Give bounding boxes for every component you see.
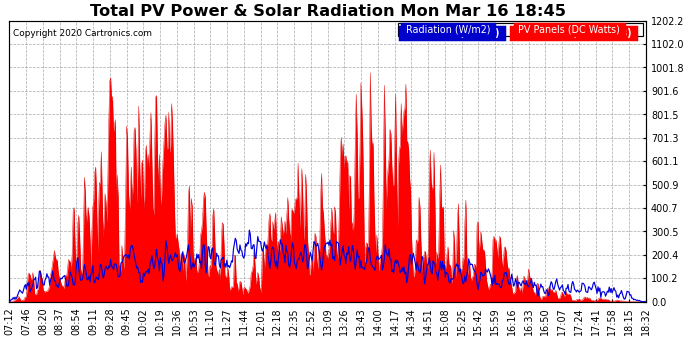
Text: Copyright 2020 Cartronics.com: Copyright 2020 Cartronics.com [12, 29, 152, 38]
FancyBboxPatch shape [398, 23, 643, 36]
Text: PV Panels (DC Watts): PV Panels (DC Watts) [512, 28, 635, 38]
Text: PV Panels (DC Watts): PV Panels (DC Watts) [515, 25, 624, 35]
Title: Total PV Power & Solar Radiation Mon Mar 16 18:45: Total PV Power & Solar Radiation Mon Mar… [90, 4, 566, 19]
Text: Radiation (W/m2): Radiation (W/m2) [401, 28, 503, 38]
Text: Radiation (W/m2): Radiation (W/m2) [402, 25, 493, 35]
